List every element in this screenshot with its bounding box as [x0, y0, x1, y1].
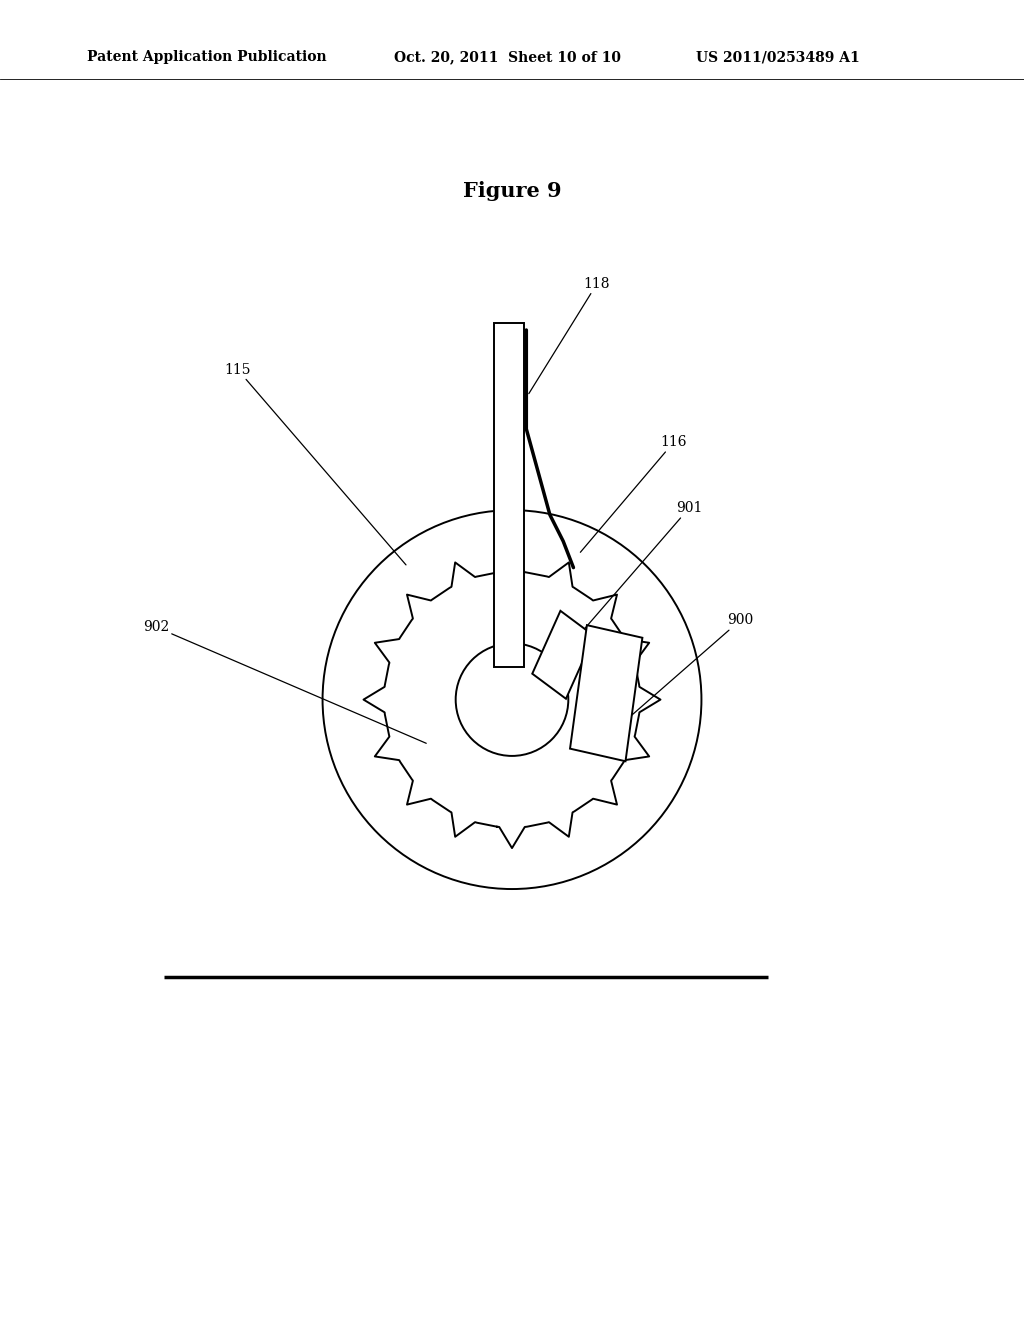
Text: 900: 900: [629, 614, 754, 718]
Text: Patent Application Publication: Patent Application Publication: [87, 50, 327, 65]
Bar: [494, 323, 524, 667]
Text: 116: 116: [581, 436, 687, 552]
Text: 118: 118: [528, 277, 610, 393]
Text: 901: 901: [575, 502, 702, 639]
Polygon shape: [570, 626, 642, 762]
Text: Oct. 20, 2011  Sheet 10 of 10: Oct. 20, 2011 Sheet 10 of 10: [394, 50, 622, 65]
Text: Figure 9: Figure 9: [463, 181, 561, 202]
Text: US 2011/0253489 A1: US 2011/0253489 A1: [696, 50, 860, 65]
Text: 902: 902: [142, 620, 426, 743]
Polygon shape: [532, 611, 594, 698]
Text: 115: 115: [224, 363, 406, 565]
